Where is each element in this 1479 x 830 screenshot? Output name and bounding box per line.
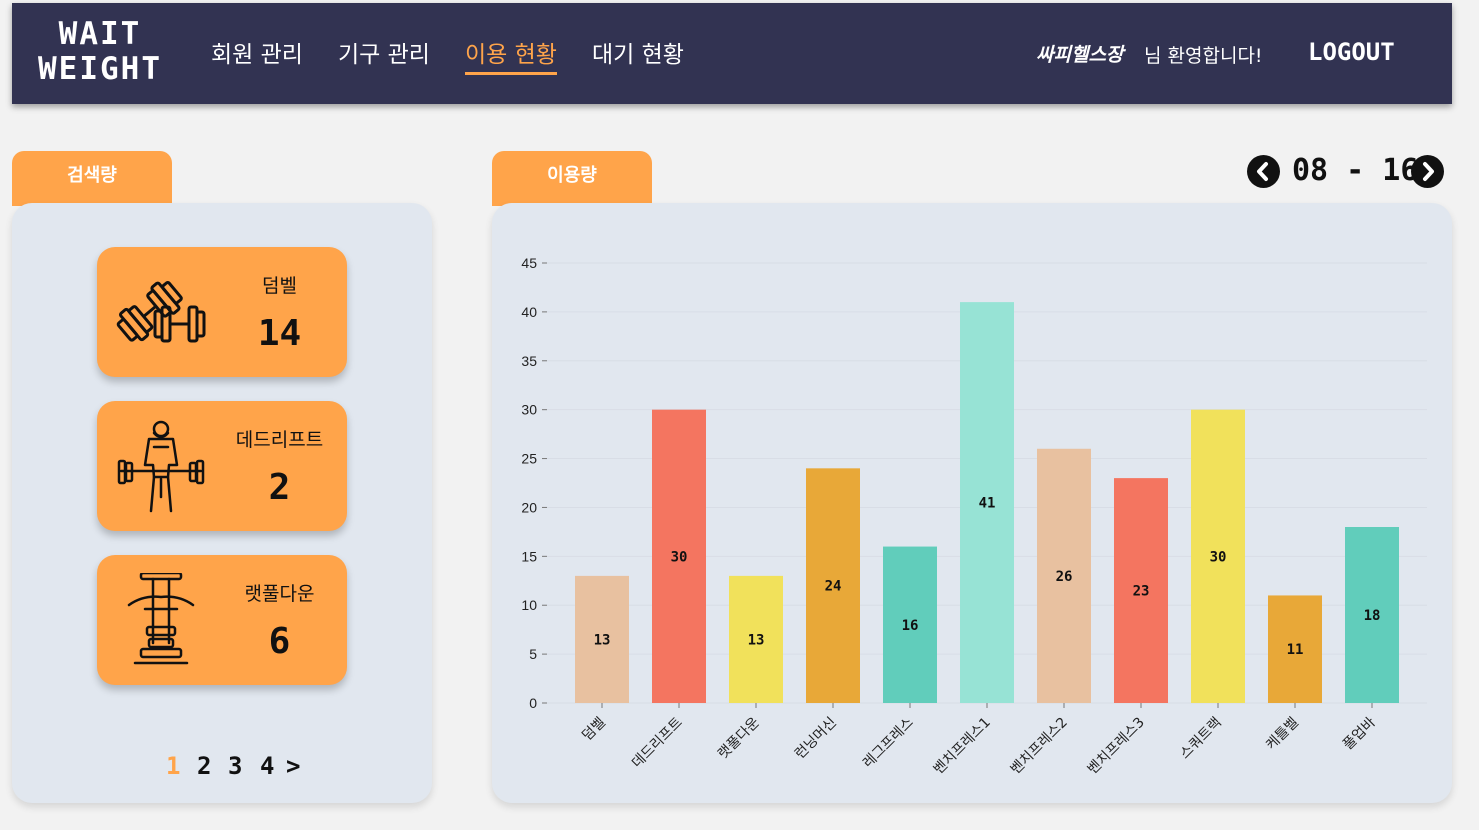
search-card-lat-pulldown[interactable]: 랫풀다운 6 (97, 555, 347, 685)
x-tick-label: 풀업바 (1340, 714, 1379, 753)
next-page-button[interactable]: > (286, 752, 301, 780)
bar-레그프레스 (883, 546, 937, 703)
bar-벤치프레스1 (960, 302, 1014, 703)
y-tick-label: 20 (521, 499, 537, 515)
bar-벤치프레스2 (1037, 448, 1091, 703)
date-range-label: 08 - 16 (1292, 153, 1419, 188)
bar-value-label: 24 (825, 579, 842, 595)
page-2-button[interactable]: 2 (197, 752, 212, 780)
card-search-count: 2 (268, 467, 291, 508)
x-tick-label: 레그프레스 (860, 714, 917, 771)
card-search-count: 6 (268, 621, 291, 662)
bar-스쿼트랙 (1191, 409, 1245, 703)
page-4-button[interactable]: 4 (260, 752, 275, 780)
bar-풀업바 (1345, 527, 1399, 703)
bar-value-label: 26 (1056, 569, 1073, 585)
card-equipment-name: 데드리프트 (235, 429, 324, 451)
lat-pulldown-icon (127, 573, 195, 665)
x-tick-label: 스쿼트랙 (1177, 715, 1225, 763)
bar-케틀벨 (1268, 595, 1322, 703)
bar-value-label: 13 (748, 632, 765, 648)
bar-데드리프트 (652, 409, 706, 703)
usage-volume-tab[interactable]: 이용량 (492, 151, 652, 206)
page-1-button[interactable]: 1 (166, 752, 181, 780)
logout-button[interactable]: LOGOUT (1308, 38, 1395, 66)
bar-value-label: 11 (1287, 642, 1304, 658)
bar-value-label: 41 (979, 496, 996, 512)
usage-bar-chart: 0 5 10 15 20 25 30 35 40 45 13 덤벨 30 데드리프트 13 랫풀다운 24 런닝머… (521, 255, 1427, 778)
y-tick-label: 35 (521, 353, 537, 369)
bar-value-label: 18 (1364, 608, 1381, 624)
welcome-text: 님 환영합니다! (1144, 45, 1263, 67)
bar-value-label: 30 (671, 549, 688, 565)
gym-name: 싸피헬스장 (1036, 44, 1124, 66)
app-logo[interactable]: WAIT WEIGHT (36, 17, 164, 87)
bar-덤벨 (575, 575, 629, 703)
x-tick-label: 케틀벨 (1263, 715, 1302, 754)
y-tick-label: 5 (529, 646, 537, 662)
nav-equipment-management[interactable]: 기구 관리 (338, 42, 430, 68)
deadlift-icon (117, 420, 205, 513)
y-tick-label: 15 (521, 548, 537, 564)
x-tick-label: 덤벨 (579, 715, 609, 745)
dumbbell-icon (116, 281, 206, 343)
x-tick-label: 벤치프레스1 (931, 715, 994, 778)
y-tick-label: 10 (521, 597, 537, 613)
card-equipment-name: 덤벨 (262, 275, 297, 297)
x-tick-label: 랫풀다운 (715, 714, 763, 762)
y-tick-label: 25 (521, 451, 537, 467)
nav-waiting-status[interactable]: 대기 현황 (592, 42, 684, 68)
bar-벤치프레스3 (1114, 478, 1168, 703)
bar-value-label: 13 (594, 632, 611, 648)
chevron-right-icon (1423, 162, 1434, 181)
y-tick-label: 45 (521, 255, 537, 271)
logo-line-wait: WAIT (58, 16, 142, 52)
logo-line-weight: WEIGHT (38, 51, 162, 87)
x-tick-label: 벤치프레스3 (1085, 715, 1148, 778)
x-tick-label: 데드리프트 (629, 714, 686, 771)
page-3-button[interactable]: 3 (228, 752, 243, 780)
y-tick-label: 30 (521, 402, 537, 418)
search-card-deadlift[interactable]: 데드리프트 2 (97, 401, 347, 531)
nav-member-management[interactable]: 회원 관리 (211, 42, 303, 68)
chevron-left-icon (1257, 162, 1268, 181)
y-tick-label: 40 (521, 304, 537, 320)
search-card-dumbbell[interactable]: 덤벨 14 (97, 247, 347, 377)
y-tick-label: 0 (529, 695, 537, 711)
bar-랫풀다운 (729, 575, 783, 703)
bar-value-label: 23 (1133, 584, 1150, 600)
nav-usage-status[interactable]: 이용 현황 (465, 35, 557, 75)
x-tick-label: 벤치프레스2 (1008, 715, 1071, 778)
next-date-button[interactable] (1411, 155, 1444, 188)
prev-date-button[interactable] (1247, 155, 1280, 188)
card-search-count: 14 (257, 313, 302, 354)
top-navbar: WAIT WEIGHT 회원 관리 기구 관리 이용 현황 대기 현황 싸피헬스… (12, 3, 1452, 104)
bar-value-label: 16 (902, 618, 919, 634)
search-volume-tab[interactable]: 검색량 (12, 151, 172, 206)
bar-value-label: 30 (1210, 549, 1227, 565)
x-tick-label: 런닝머신 (792, 715, 840, 763)
card-equipment-name: 랫풀다운 (244, 583, 315, 605)
bar-런닝머신 (806, 468, 860, 703)
